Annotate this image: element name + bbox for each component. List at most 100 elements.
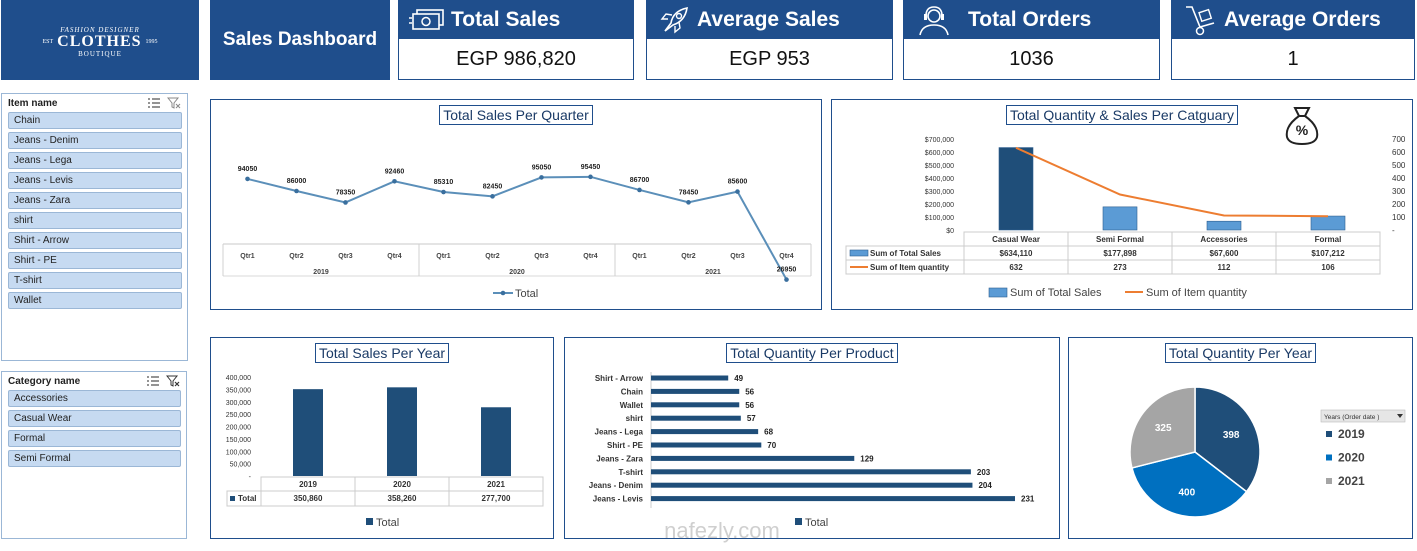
row-label: Total	[238, 494, 257, 503]
chart-quantity-sales-per-category: Total Quantity & Sales Per Catguary % $7…	[831, 99, 1413, 310]
bar	[998, 147, 1034, 231]
y2-tick-label: -	[1392, 226, 1395, 235]
category-item[interactable]: Casual Wear	[8, 410, 181, 427]
chart-title: Total Quantity & Sales Per Catguary	[1005, 105, 1239, 125]
y-tick-label: $300,000	[925, 189, 954, 196]
legend-filter-button[interactable]	[1320, 409, 1406, 423]
category-item[interactable]: Accessories	[8, 390, 181, 407]
legend-header: Years (Order date )	[1324, 414, 1379, 421]
item-item[interactable]: T-shirt	[8, 272, 182, 289]
y-tick-label: 300,000	[226, 400, 251, 407]
legend-label: Sum of Total Sales	[1010, 287, 1102, 299]
rocket-icon	[660, 6, 688, 34]
chart-sales-per-year: Total Sales Per Year 400,000 350,000 300,0…	[210, 337, 554, 539]
chart-quantity-per-product: Total Quantity Per Product Shirt - Arrow…	[564, 337, 1060, 539]
category-label: 2020	[393, 480, 411, 489]
data-label: 95050	[532, 164, 552, 171]
item-item[interactable]: Wallet	[8, 292, 182, 309]
chart-title: Total Quantity Per Year	[1164, 343, 1317, 363]
legend-label: 2020	[1338, 451, 1365, 465]
data-label: 86700	[630, 177, 650, 184]
item-item[interactable]: Jeans - Levis	[8, 172, 182, 189]
bar	[293, 389, 323, 476]
data-point	[637, 187, 642, 193]
item-item[interactable]: Shirt - PE	[8, 252, 182, 269]
logo-tagline: FASHION DESIGNER	[60, 26, 140, 34]
data-label: 129	[860, 454, 874, 463]
kpi-total-orders: Total Orders 1036	[903, 0, 1160, 80]
y2-tick-label: 700	[1392, 135, 1406, 144]
bar	[651, 402, 740, 408]
clear-filter-icon[interactable]	[167, 97, 181, 109]
brand-logo: FASHION DESIGNER EST CLOTHES 1995 BOUTIQUE	[1, 0, 199, 80]
tick-label: 2020	[509, 269, 525, 276]
category-label: 2021	[487, 480, 505, 489]
multi-select-icon[interactable]	[146, 375, 160, 387]
data-point	[343, 200, 348, 205]
data-label: 82450	[483, 183, 503, 190]
logo-subline: BOUTIQUE	[78, 50, 122, 59]
data-label: 325	[1155, 423, 1172, 434]
category-label: Chain	[621, 387, 643, 396]
table-cell: $634,110	[1000, 249, 1033, 258]
category-item[interactable]: Semi Formal	[8, 450, 181, 467]
table-cell: $67,600	[1210, 249, 1239, 258]
chart-sales-per-quarter: Total Sales Per Quarter 94050 Qtr1 86000 Qt…	[210, 99, 822, 310]
chart-quantity-per-year: Total Quantity Per Year 398 400 325 Years (…	[1068, 337, 1413, 539]
y-tick-label: $600,000	[925, 150, 954, 157]
bar	[651, 455, 855, 461]
legend-marker	[500, 290, 506, 296]
item-item[interactable]: Jeans - Lega	[8, 152, 182, 169]
tick-label: Qtr2	[485, 253, 500, 260]
legend-label: Sum of Item quantity	[1146, 287, 1247, 299]
category-label: Casual Wear	[992, 235, 1040, 244]
item-item[interactable]: Chain	[8, 112, 182, 129]
kpi-average-sales: Average Sales EGP 953	[646, 0, 893, 80]
kpi-value: 1	[1287, 48, 1299, 70]
legend-swatch	[1326, 478, 1332, 484]
multi-select-icon[interactable]	[147, 97, 161, 109]
chart-title: Total Sales Per Quarter	[439, 105, 593, 125]
tick-label: Qtr3	[338, 253, 353, 260]
item-item[interactable]: Shirt - Arrow	[8, 232, 182, 249]
legend-label: Total	[376, 517, 399, 529]
y-tick-label: $400,000	[925, 176, 954, 183]
data-label: 231	[1021, 495, 1035, 504]
y2-tick-label: 200	[1392, 200, 1406, 209]
y-tick-label: $0	[946, 228, 954, 235]
legend-label: Total	[515, 288, 538, 300]
category-label: Jeans - Levis	[593, 495, 644, 504]
bar	[651, 496, 1015, 502]
data-label: 203	[977, 468, 991, 477]
item-name-slicer: Item name Chain Jeans - Denim Jeans - Lega…	[1, 93, 188, 361]
y-tick-label: 200,000	[226, 425, 251, 432]
y-tick-label: $700,000	[925, 137, 954, 144]
kpi-value: EGP 953	[729, 48, 810, 70]
bar	[651, 482, 973, 488]
svg-text:%: %	[1296, 122, 1309, 138]
chart-title: Total Sales Per Year	[314, 343, 450, 363]
data-label: 94050	[238, 166, 258, 173]
table-cell: 277,700	[482, 494, 511, 503]
data-point	[686, 200, 691, 205]
tick-label: Qtr1	[632, 253, 647, 260]
clear-filter-icon[interactable]	[166, 375, 180, 387]
bar	[387, 387, 417, 476]
bar	[651, 388, 740, 394]
data-label: 85310	[434, 179, 454, 186]
headset-icon	[919, 6, 949, 36]
item-item[interactable]: Jeans - Zara	[8, 192, 182, 209]
bar	[1310, 215, 1346, 231]
y-tick-label: 150,000	[226, 437, 251, 444]
series-line	[1015, 146, 1329, 218]
category-item[interactable]: Formal	[8, 430, 181, 447]
item-item[interactable]: shirt	[8, 212, 182, 229]
table-cell: $177,898	[1103, 249, 1137, 258]
kpi-label: Total Sales	[451, 8, 561, 31]
item-item[interactable]: Jeans - Denim	[8, 132, 182, 149]
category-name-slicer: Category name Accessories Casual Wear Form…	[1, 371, 187, 539]
data-label: 95450	[581, 164, 601, 171]
legend-label: 2019	[1338, 427, 1365, 441]
chevron-down-icon	[1397, 414, 1403, 418]
kpi-value: 1036	[1009, 48, 1054, 70]
